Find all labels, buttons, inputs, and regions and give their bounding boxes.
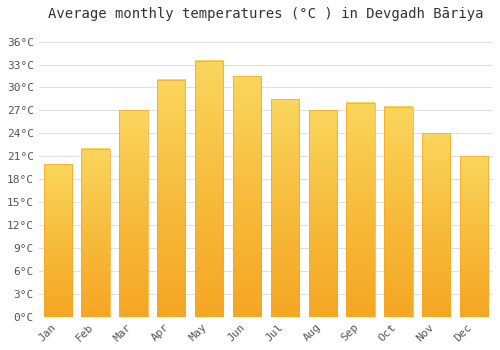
Bar <box>82 149 110 317</box>
Bar <box>270 99 299 317</box>
Bar <box>422 133 450 317</box>
Bar <box>460 156 488 317</box>
Bar <box>119 110 148 317</box>
Bar <box>308 110 337 317</box>
Bar <box>44 164 72 317</box>
Bar <box>233 76 261 317</box>
Bar <box>384 106 412 317</box>
Bar <box>157 80 186 317</box>
Bar <box>346 103 375 317</box>
Bar <box>195 61 224 317</box>
Title: Average monthly temperatures (°C ) in Devgadh Bāriya: Average monthly temperatures (°C ) in De… <box>48 7 484 21</box>
